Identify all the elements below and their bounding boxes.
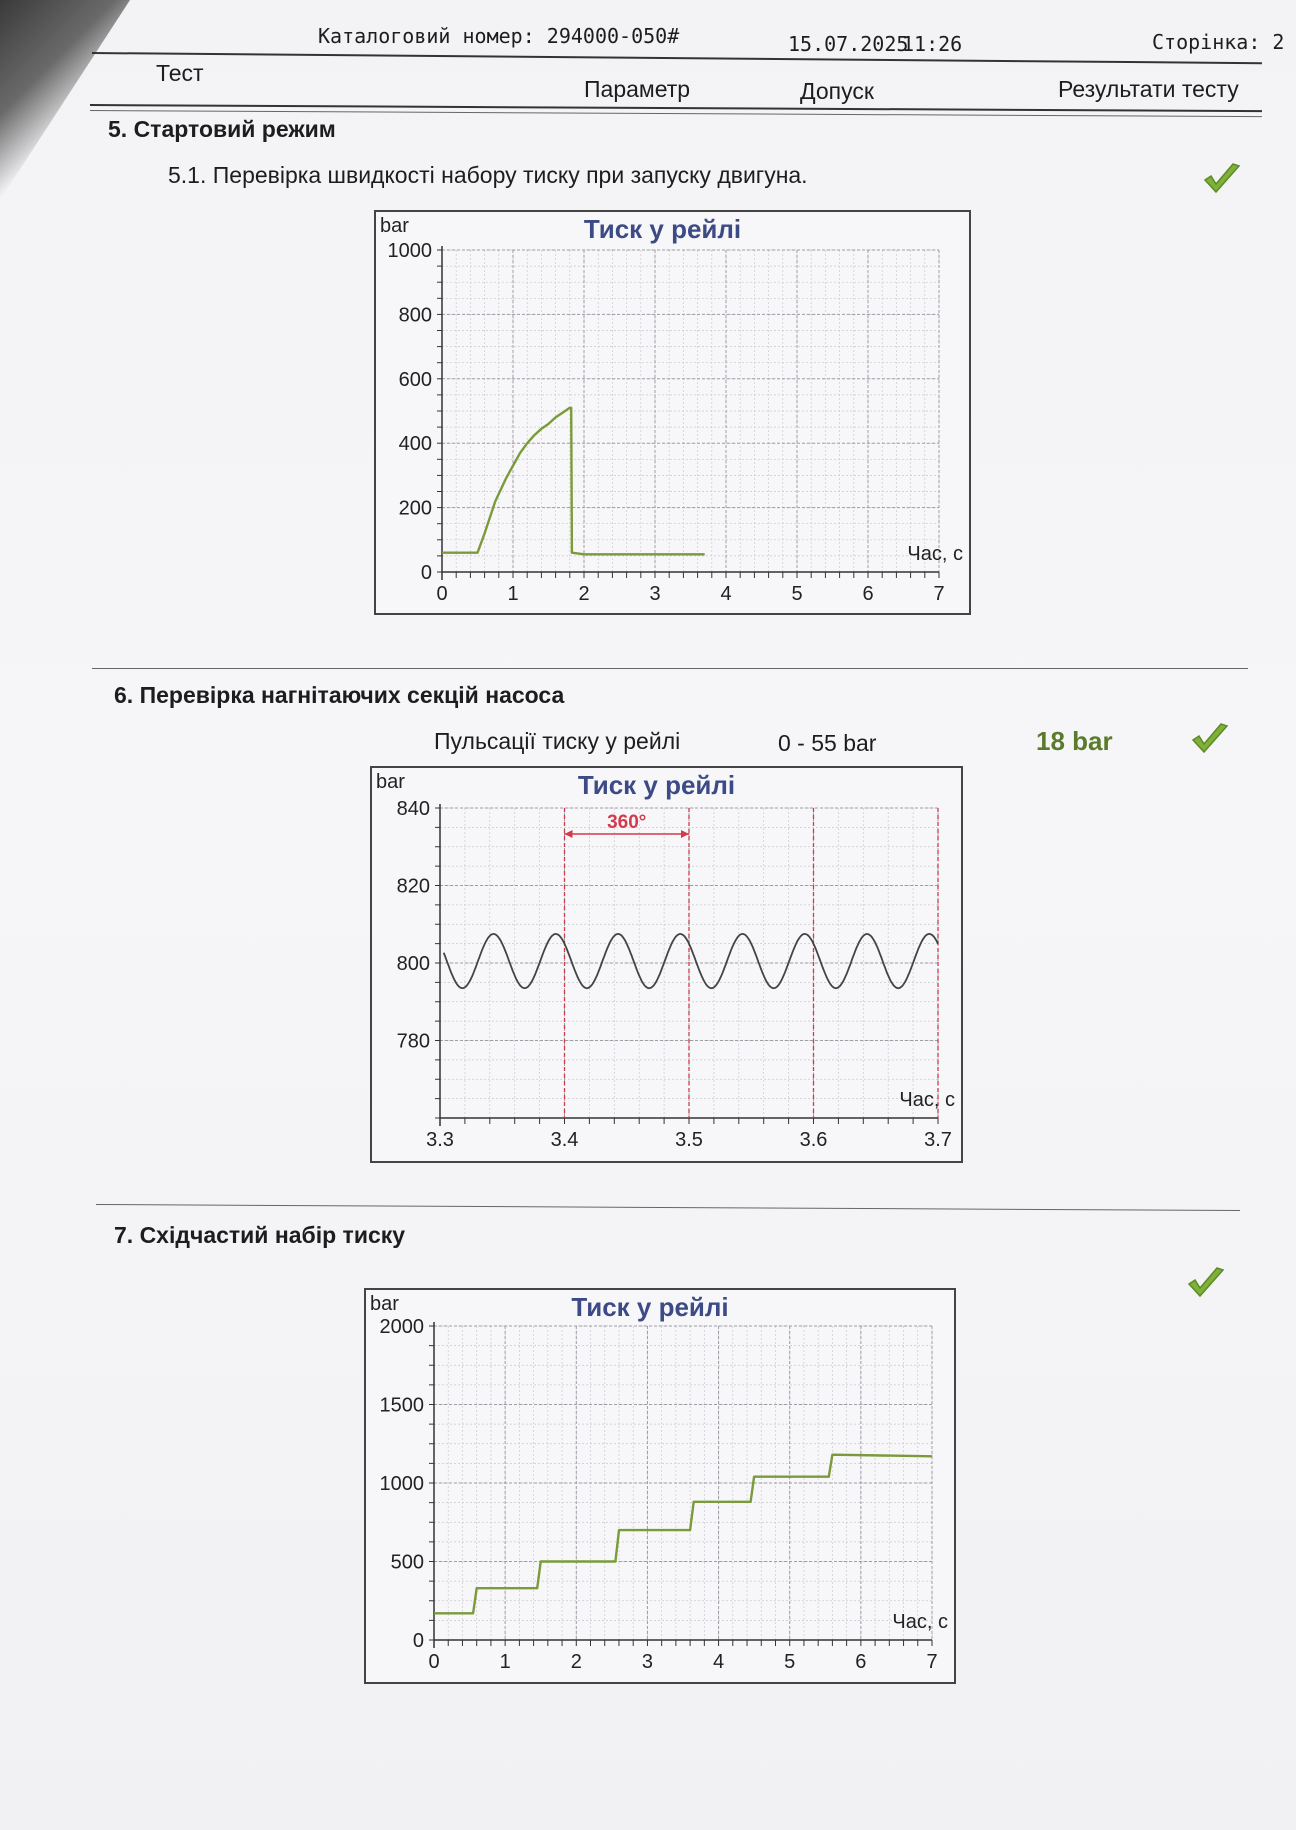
section-5-1-subtitle: 5.1. Перевірка швидкості набору тиску пр… [168, 162, 808, 188]
x-axis-label: Час, с [892, 1611, 948, 1633]
page-number: Сторінка: 2 [1152, 30, 1285, 54]
y-tick-label: 1500 [380, 1395, 425, 1417]
y-axis-label: bar [370, 1293, 399, 1315]
x-tick-label: 5 [791, 583, 802, 605]
x-tick-label: 3.6 [800, 1129, 828, 1151]
report-date: 15.07.2025 [788, 32, 909, 56]
chart-1-frame: 0 1 2 3 4 5 6 7 0 200 400 600 800 1000 bar Час, с Тиск у… [374, 210, 971, 615]
column-test: Тест [156, 60, 204, 86]
chart-title: Тиск у рейлі [571, 1292, 728, 1322]
checkmark-icon [1191, 723, 1229, 754]
x-axis-label: Час, с [899, 1089, 955, 1111]
y-tick-label: 600 [399, 369, 432, 391]
pulsation-parameter: Пульсації тиску у рейлі [434, 728, 681, 754]
chart-title: Тиск у рейлі [578, 770, 735, 800]
y-tick-label: 2000 [380, 1316, 425, 1338]
x-tick-label: 3.4 [551, 1129, 579, 1151]
y-tick-label: 800 [397, 953, 430, 975]
chart-2-frame: 3.3 3.4 3.5 3.6 3.7 780 800 820 840 bar Час, с Тиск… [370, 766, 963, 1163]
y-tick-label: 780 [397, 1031, 430, 1053]
pulsation-series-line [442, 932, 939, 990]
checkmark-icon [1203, 163, 1241, 194]
column-tolerance: Допуск [800, 78, 874, 104]
y-tick-label: 400 [399, 433, 432, 455]
report-time: 11:26 [902, 32, 963, 56]
x-tick-label: 3.3 [426, 1129, 454, 1151]
x-tick-label: 7 [933, 583, 944, 605]
x-tick-label: 0 [436, 583, 447, 605]
column-results: Результати тесту [1058, 76, 1239, 102]
pressure-pulsation-chart: 3.3 3.4 3.5 3.6 3.7 780 800 820 840 bar Час, с Тиск… [376, 770, 955, 1151]
section-6-title: 6. Перевірка нагнітаючих секцій насоса [114, 682, 565, 708]
period-label: 360° [607, 812, 646, 833]
x-tick-label: 2 [571, 1651, 582, 1673]
pulsation-result: 18 bar [1036, 726, 1113, 756]
y-tick-label: 820 [397, 876, 430, 898]
y-axis-label: bar [376, 771, 405, 793]
x-tick-label: 3 [649, 583, 660, 605]
x-tick-label: 5 [784, 1651, 795, 1673]
header-rule [91, 52, 1262, 65]
y-tick-label: 500 [391, 1552, 424, 1574]
column-parameter: Параметр [584, 76, 691, 102]
y-tick-label: 0 [413, 1630, 424, 1652]
y-tick-label: 840 [397, 798, 430, 820]
catalog-number: Каталоговий номер: 294000-050# [318, 24, 680, 48]
y-tick-label: 0 [421, 562, 432, 584]
y-tick-label: 1000 [388, 240, 433, 262]
pulsation-tolerance: 0 - 55 bar [778, 730, 877, 756]
x-tick-label: 4 [713, 1651, 724, 1673]
x-tick-label: 3.5 [675, 1129, 703, 1151]
x-tick-label: 1 [500, 1651, 511, 1673]
page-corner-shadow [0, 0, 130, 200]
pressure-series-line [434, 1453, 933, 1615]
x-tick-label: 4 [720, 583, 731, 605]
y-tick-label: 800 [399, 304, 432, 326]
x-tick-label: 1 [507, 583, 518, 605]
x-tick-label: 7 [926, 1651, 937, 1673]
x-axis-label: Час, с [907, 543, 963, 565]
x-tick-label: 6 [855, 1651, 866, 1673]
period-arrow-head-right [681, 830, 689, 838]
x-tick-label: 3 [642, 1651, 653, 1673]
checkmark-icon [1187, 1267, 1225, 1298]
x-tick-label: 2 [578, 583, 589, 605]
y-tick-label: 1000 [380, 1473, 425, 1495]
chart-3-frame: 0 1 2 3 4 5 6 7 0 500 1000 1500 2000 bar Час, с Тиск у … [364, 1288, 956, 1684]
section-divider-2 [95, 1204, 1240, 1211]
x-tick-label: 3.7 [924, 1129, 952, 1151]
pressure-start-chart: 0 1 2 3 4 5 6 7 0 200 400 600 800 1000 bar Час, с Тиск у… [380, 214, 963, 605]
y-tick-label: 200 [399, 498, 432, 520]
chart-title: Тиск у рейлі [584, 214, 741, 244]
section-7-title: 7. Східчастий набір тиску [114, 1222, 406, 1248]
y-axis-label: bar [380, 215, 409, 237]
section-divider-1 [92, 668, 1248, 669]
x-tick-label: 0 [428, 1651, 439, 1673]
x-tick-label: 6 [862, 583, 873, 605]
period-arrow-head-left [564, 830, 573, 838]
section-5-title: 5. Стартовий режим [108, 116, 336, 142]
pressure-series-line [442, 406, 705, 556]
